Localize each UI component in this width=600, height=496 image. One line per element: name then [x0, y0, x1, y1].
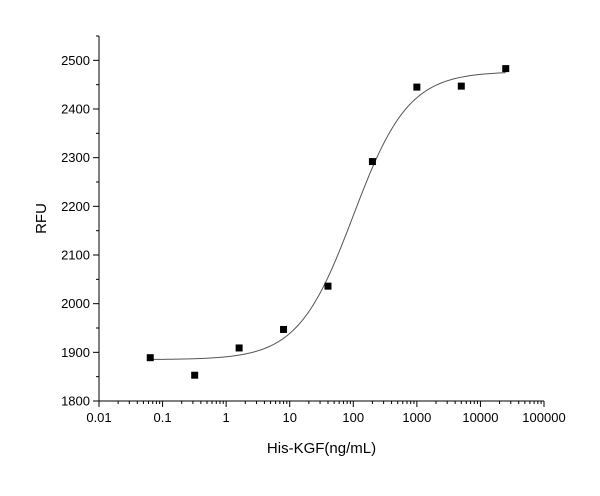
data-point	[146, 354, 154, 362]
y-tick-label: 1800	[61, 394, 90, 409]
x-tick-label: 100000	[522, 410, 565, 425]
y-tick-label: 2400	[61, 102, 90, 117]
data-point	[368, 158, 376, 166]
x-axis-title: His-KGF(ng/mL)	[267, 440, 376, 457]
x-tick-label: 0.01	[86, 410, 111, 425]
data-point	[502, 65, 510, 73]
data-point	[324, 282, 332, 290]
data-points	[146, 65, 510, 379]
x-tick-label: 0.1	[154, 410, 172, 425]
x-tick-label: 10000	[462, 410, 498, 425]
data-point	[191, 371, 199, 379]
x-tick-label: 1000	[402, 410, 431, 425]
y-axis-ticks: 1800 1900 2000 2100 2200 2300 2400 2500	[61, 35, 99, 409]
y-tick-label: 2100	[61, 248, 90, 263]
y-axis-title: RFU	[33, 203, 50, 234]
data-point	[280, 325, 288, 333]
x-tick-label: 100	[342, 410, 364, 425]
axes	[98, 36, 544, 402]
y-tick-label: 2300	[61, 150, 90, 165]
y-tick-label: 2200	[61, 199, 90, 214]
data-point	[235, 344, 243, 352]
data-point	[413, 83, 421, 91]
x-tick-label: 1	[223, 410, 230, 425]
x-axis-ticks: 0.01 0.1 1 10 100 1000 10000 100000	[86, 401, 566, 425]
y-tick-label: 2000	[61, 296, 90, 311]
x-tick-label: 10	[282, 410, 296, 425]
data-point	[457, 82, 465, 90]
fit-curve	[150, 72, 506, 360]
y-tick-label: 2500	[61, 53, 90, 68]
y-tick-label: 1900	[61, 345, 90, 360]
